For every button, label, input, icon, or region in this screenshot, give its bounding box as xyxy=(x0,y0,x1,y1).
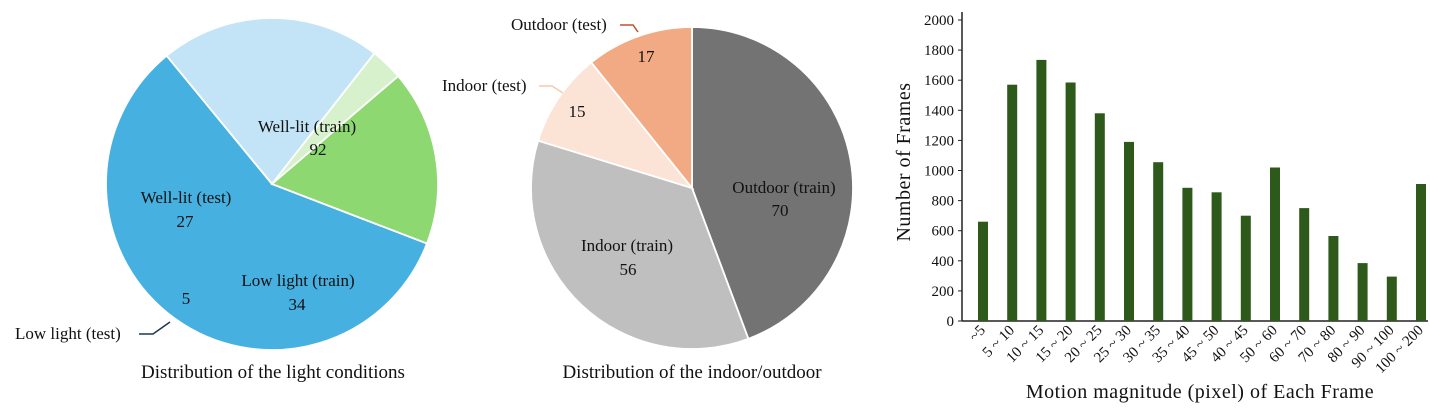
bar-70-80 xyxy=(1328,236,1339,321)
pie2-slice-indoor-train xyxy=(530,139,750,350)
y-tick-label: 0 xyxy=(947,314,955,330)
bar-100-200 xyxy=(1416,184,1426,321)
bar-40-45 xyxy=(1240,215,1251,321)
y-tick-label: 400 xyxy=(932,254,955,270)
y-tick-label: 800 xyxy=(932,194,955,210)
bar-90-100 xyxy=(1386,276,1397,321)
pie1-value-well-lit-test: 27 xyxy=(177,212,195,231)
pie1-value-low-light-test: 5 xyxy=(182,289,191,308)
bar-5 xyxy=(978,221,988,321)
bar-25-30 xyxy=(1124,141,1134,321)
bar-45-50 xyxy=(1211,192,1222,321)
pie2-callout-indoor-test: Indoor (test) xyxy=(442,76,527,95)
pie1-slice-low-light-train xyxy=(165,17,376,186)
pie1-label-low-light-train: Low light (train) xyxy=(241,271,354,290)
bar-5-10 xyxy=(1007,84,1018,321)
bar-60-70 xyxy=(1299,208,1310,321)
bar-15-20 xyxy=(1065,82,1076,321)
bar-chart-y-axis-title: Number of Frames xyxy=(893,82,915,241)
pie1-slice-well-lit-test xyxy=(270,74,439,245)
pie2-label-outdoor-train: Outdoor (train) xyxy=(732,178,835,197)
x-tick-label: ~5 xyxy=(966,323,988,345)
pie2-slice-outdoor-test xyxy=(589,26,693,191)
pie2-slice-indoor-test xyxy=(536,61,695,190)
pie1-leader-line-low-light-test xyxy=(139,321,171,335)
pie2-value-outdoor-train: 70 xyxy=(772,201,789,220)
y-tick-label: 1000 xyxy=(924,164,954,180)
bar-chart-x-axis-title: Motion magnitude (pixel) of Each Frame xyxy=(1026,381,1374,403)
pie2-leader-line-outdoor-test xyxy=(620,24,639,33)
y-tick-label: 1400 xyxy=(924,103,954,119)
bar-20-25 xyxy=(1094,113,1105,321)
y-tick-label: 600 xyxy=(932,224,955,240)
pie2-value-indoor-test: 15 xyxy=(569,102,586,121)
pie2-slice-outdoor-train xyxy=(691,26,854,340)
bar-50-60 xyxy=(1270,167,1280,321)
y-tick-label: 200 xyxy=(932,284,955,300)
bar-30-35 xyxy=(1153,162,1164,321)
pie1-caption: Distribution of the light conditions xyxy=(141,362,405,383)
y-tick-label: 1200 xyxy=(924,133,954,149)
pie1-label-well-lit-train: Well-lit (train) xyxy=(258,117,356,136)
pie1-label-well-lit-test: Well-lit (test) xyxy=(141,188,232,207)
bar-35-40 xyxy=(1182,187,1193,321)
pie1-callout-low-light-test: Low light (test) xyxy=(15,324,121,343)
indoor-outdoor-pie-chart xyxy=(530,26,854,350)
bar-10-15 xyxy=(1036,59,1047,322)
motion-magnitude-bar-chart: 0200400600800100012001400160018002000~55… xyxy=(924,12,1428,377)
pie2-caption: Distribution of the indoor/outdoor xyxy=(562,362,822,383)
pie2-callout-outdoor-test: Outdoor (test) xyxy=(511,15,607,34)
pie2-value-indoor-train: 56 xyxy=(620,260,637,279)
pie2-label-indoor-train: Indoor (train) xyxy=(581,236,673,255)
pie2-value-outdoor-test: 17 xyxy=(638,47,656,66)
y-tick-label: 1600 xyxy=(924,73,954,89)
pie1-value-well-lit-train: 92 xyxy=(310,140,327,159)
pie2-leader-line-indoor-test xyxy=(539,85,564,94)
light-conditions-pie-chart xyxy=(105,17,439,351)
y-tick-label: 2000 xyxy=(924,13,954,29)
pie1-value-low-light-train: 34 xyxy=(289,295,307,314)
y-tick-label: 1800 xyxy=(924,43,954,59)
pie1-slice-well-lit-train xyxy=(105,54,429,351)
bar-80-90 xyxy=(1357,263,1368,321)
